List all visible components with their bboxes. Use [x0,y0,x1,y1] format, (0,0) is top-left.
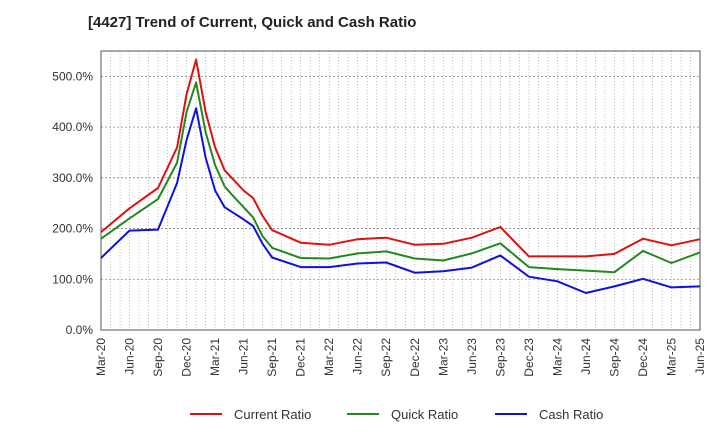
x-tick-label: Jun-24 [579,338,593,375]
y-tick-label: 500.0% [52,69,93,83]
y-tick-label: 300.0% [52,171,93,185]
legend-label-cash-ratio: Cash Ratio [539,407,603,422]
x-tick-label: Dec-20 [180,338,194,377]
x-tick-label: Mar-23 [436,338,450,376]
current-ratio-line [100,58,701,258]
x-tick-label: Jun-21 [237,338,251,375]
x-tick-label: Jun-23 [465,338,479,375]
y-tick-label: 100.0% [52,272,93,286]
x-tick-label: Mar-24 [550,338,564,376]
x-tick-label: Sep-24 [607,338,621,377]
x-tick-label: Dec-22 [408,338,422,377]
x-tick-label: Jun-22 [351,338,365,375]
x-tick-label: Mar-21 [208,338,222,376]
x-tick-label: Sep-21 [265,338,279,377]
x-tick-label: Dec-24 [636,338,650,377]
x-tick-label: Mar-25 [664,338,678,376]
x-tick-label: Sep-23 [493,338,507,377]
x-tick-label: Dec-23 [522,338,536,377]
x-tick-label: Jun-20 [123,338,137,375]
x-tick-label: Jun-25 [693,338,707,375]
cash-ratio-line [100,107,701,294]
quick-ratio-line [100,81,701,274]
chart-title: [4427] Trend of Current, Quick and Cash … [88,14,417,31]
y-tick-label: 0.0% [66,323,94,337]
x-tick-label: Sep-20 [151,338,165,377]
y-tick-label: 200.0% [52,222,93,236]
x-tick-label: Mar-20 [94,338,108,376]
plot-border [100,50,701,331]
x-tick-label: Dec-21 [294,338,308,377]
legend-label-quick-ratio: Quick Ratio [391,407,458,422]
legend-label-current-ratio: Current Ratio [234,407,311,422]
y-tick-label: 400.0% [52,120,93,134]
x-tick-label: Mar-22 [322,338,336,376]
x-tick-label: Sep-22 [379,338,393,377]
